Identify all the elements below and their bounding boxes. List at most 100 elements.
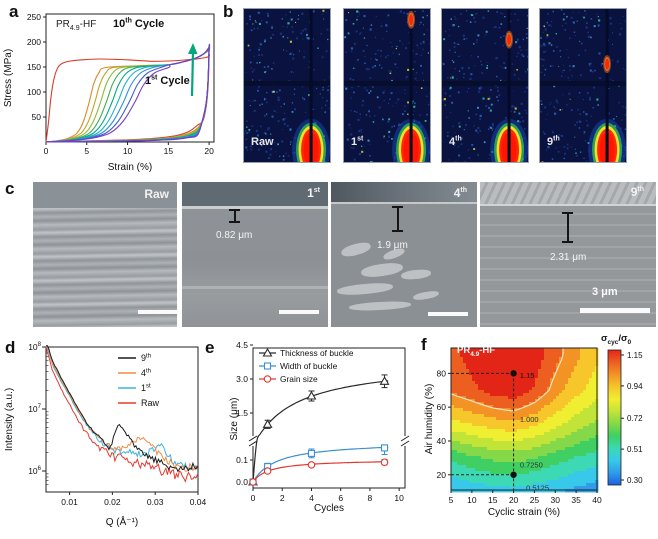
cycle-direction-arrow	[190, 51, 195, 97]
contour-label: 1.000	[520, 415, 539, 424]
contour-label: 1.15	[520, 371, 535, 380]
legend: Thickness of buckle Width of buckle Grain …	[259, 347, 354, 384]
measure-cap	[229, 209, 240, 211]
svg-text:9th: 9th	[141, 353, 151, 363]
data-point-high	[510, 370, 517, 377]
detector-gap-band	[344, 80, 430, 86]
detector-gap-band	[244, 80, 330, 86]
measure-cap	[392, 230, 403, 232]
svg-text:8: 8	[368, 493, 373, 503]
panel-letter-b: b	[223, 2, 234, 21]
svg-text:30: 30	[551, 495, 561, 505]
contour-label: 0.7250	[520, 461, 543, 470]
svg-text:Raw: Raw	[141, 398, 160, 408]
beam-stop-line	[309, 9, 313, 162]
svg-text:4: 4	[309, 493, 314, 503]
contour-field	[451, 348, 599, 493]
svg-text:20: 20	[204, 146, 214, 156]
sem-image-raw: Raw	[33, 182, 177, 327]
saxs-image-raw: Raw	[243, 8, 331, 163]
colorbar-tick: 1.15	[627, 351, 643, 360]
svg-text:0: 0	[44, 146, 49, 156]
measure-bar	[234, 210, 236, 222]
axis-ticks: 0.01 0.02 0.03 0.04 106 107 108	[28, 342, 206, 507]
svg-text:15: 15	[164, 146, 174, 156]
scale-bar	[138, 310, 177, 314]
panel-letter-d: d	[5, 338, 16, 357]
svg-text:10: 10	[467, 495, 477, 505]
svg-text:Width of buckle: Width of buckle	[280, 361, 338, 371]
svg-text:Grain size: Grain size	[280, 374, 318, 384]
svg-text:0.0: 0.0	[236, 477, 248, 487]
saxs-image-9th: 9th	[539, 8, 627, 163]
svg-text:200: 200	[27, 37, 41, 47]
scale-bar-label: 3 μm	[592, 286, 618, 298]
svg-text:20: 20	[509, 495, 519, 505]
svg-text:1st: 1st	[141, 383, 151, 393]
svg-text:20: 20	[437, 470, 447, 480]
series-square	[249, 444, 389, 486]
axes-box	[45, 13, 215, 143]
scale-bar	[279, 310, 319, 314]
cycle-curve-10th	[45, 43, 211, 143]
svg-text:0.1: 0.1	[236, 455, 248, 465]
svg-text:10: 10	[123, 146, 133, 156]
axes-box	[45, 346, 199, 493]
svg-text:35: 35	[571, 495, 581, 505]
sem-background-band	[33, 182, 177, 208]
panel-letter-a: a	[9, 2, 19, 21]
scattering-spot	[605, 58, 610, 70]
beam-stop-line	[409, 9, 413, 162]
annotation-1st-cycle: 1st Cycle	[145, 74, 190, 87]
thickness-value: 2.31 μm	[550, 252, 587, 263]
svg-text:10: 10	[394, 493, 404, 503]
sample-title: PR4.9-HF	[56, 19, 97, 33]
beam-stop-line	[507, 9, 511, 162]
trend-curve	[252, 380, 389, 483]
data-point-low	[510, 471, 517, 478]
x-axis-label: Cycles	[314, 503, 344, 514]
y-axis-label: Stress (MPa)	[3, 49, 14, 107]
axes-box	[252, 347, 406, 489]
axis-ticks: 0 5 10 15 20 50 100 150 200 250	[27, 12, 214, 156]
svg-text:3.0: 3.0	[236, 374, 248, 384]
guide-lines	[451, 370, 517, 490]
saxs-label-raw: Raw	[251, 136, 274, 148]
sem-image-4th: 4th 1.9 μm	[331, 182, 477, 327]
saxs-label-4th: 4th	[449, 135, 462, 148]
contour-map-chart: 5 10 15 20 25 30 35 40 20 40 60 80 Cyclic strain (%)…	[424, 347, 643, 518]
svg-text:0.04: 0.04	[190, 497, 207, 507]
scale-bar	[428, 312, 468, 316]
svg-text:0.01: 0.01	[61, 497, 78, 507]
measure-cap	[562, 212, 573, 214]
saxs-image-1st: 1st	[343, 8, 431, 163]
sem-background-band	[480, 182, 656, 204]
measure-cap	[562, 241, 573, 243]
measure-cap	[392, 206, 403, 208]
panel-letter-c: c	[5, 179, 15, 198]
saxs-image-4th: 4th	[441, 8, 529, 163]
axes-box	[450, 347, 598, 491]
svg-text:80: 80	[437, 368, 447, 378]
svg-text:0.03: 0.03	[147, 497, 164, 507]
cycle-curves	[45, 43, 211, 143]
size-vs-cycles-chart: 0 2 4 6 8 10 0.0 0.1 1.5 3.0 4.5 Cycles Size (μm) Thi…	[229, 340, 410, 514]
saxs-curve-4th	[45, 345, 198, 472]
y-axis-label: Intensity (a.u.)	[4, 388, 15, 451]
svg-text:1.5: 1.5	[236, 408, 248, 418]
saxs-intensity-chart: 0.01 0.02 0.03 0.04 106 107 108 Q (Å⁻¹) Intensit…	[4, 342, 207, 528]
fracture-edge	[331, 202, 477, 204]
colorbar-title: σcyc/σ0	[601, 333, 632, 346]
colorbar-tick: 0.30	[627, 476, 643, 485]
x-axis-label: Cyclic strain (%)	[488, 507, 560, 518]
panel-letter-e: e	[205, 338, 215, 357]
sem-label-4th: 4th	[453, 186, 467, 200]
measure-cap	[229, 221, 240, 223]
measure-bar	[567, 213, 569, 242]
svg-text:40: 40	[437, 436, 447, 446]
scattering-spot	[507, 34, 512, 46]
x-axis-label: Q (Å⁻¹)	[106, 515, 139, 528]
saxs-curve-Raw	[45, 346, 198, 483]
beam-stop-line	[605, 9, 609, 162]
